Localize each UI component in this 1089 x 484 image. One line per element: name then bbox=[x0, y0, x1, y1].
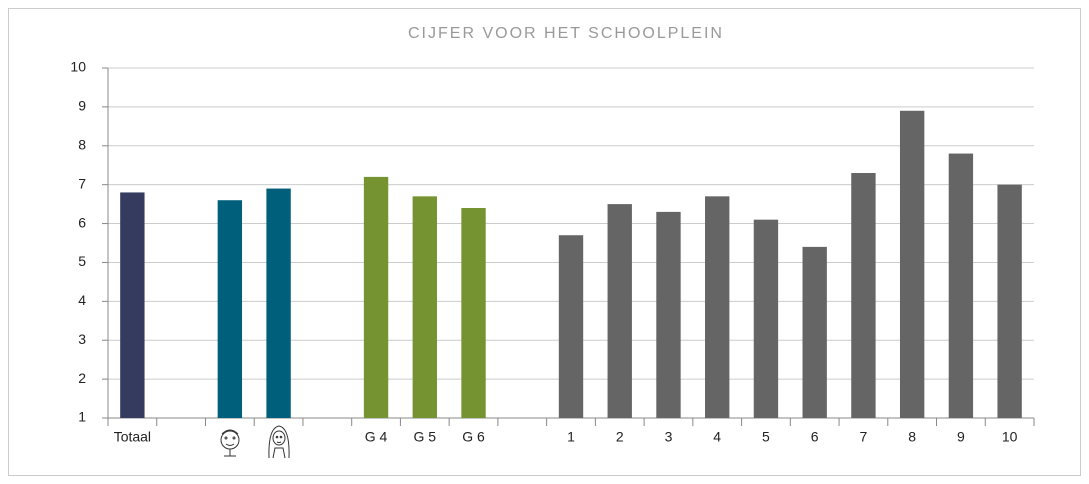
x-tick-label: 9 bbox=[957, 429, 965, 445]
bar bbox=[656, 211, 681, 418]
bar bbox=[266, 188, 291, 418]
y-tick-label: 6 bbox=[78, 214, 86, 230]
bar bbox=[461, 208, 486, 418]
bar bbox=[851, 173, 876, 418]
x-tick-label: 1 bbox=[567, 429, 575, 445]
x-tick-label: G 6 bbox=[462, 429, 485, 445]
bar bbox=[607, 204, 632, 418]
y-tick-label: 7 bbox=[78, 175, 86, 191]
y-tick-label: 5 bbox=[78, 253, 86, 269]
y-tick-label: 4 bbox=[78, 292, 86, 308]
y-tick-label: 10 bbox=[70, 59, 86, 75]
bar bbox=[753, 219, 779, 418]
x-tick-label: 3 bbox=[665, 429, 673, 445]
x-tick-label: 7 bbox=[860, 429, 868, 445]
y-tick-label: 8 bbox=[78, 136, 86, 152]
bar bbox=[120, 192, 145, 418]
bar bbox=[705, 196, 730, 418]
bar bbox=[217, 200, 243, 418]
x-tick-label: 2 bbox=[616, 429, 624, 445]
y-tick-label: 1 bbox=[78, 409, 86, 425]
bar bbox=[802, 246, 827, 418]
chart-title: CIJFER VOOR HET SCHOOLPLEIN bbox=[408, 25, 724, 42]
boy-icon bbox=[220, 429, 240, 457]
bar bbox=[948, 153, 974, 419]
x-tick-label: 4 bbox=[713, 429, 721, 445]
bar bbox=[997, 184, 1022, 418]
bar bbox=[899, 110, 925, 419]
y-tick-label: 3 bbox=[78, 331, 86, 347]
girl-icon bbox=[268, 425, 290, 459]
bar bbox=[558, 235, 584, 418]
x-tick-label: Totaal bbox=[114, 429, 151, 445]
x-tick-label: 5 bbox=[762, 429, 770, 445]
x-tick-label: G 5 bbox=[414, 429, 437, 445]
y-tick-label: 2 bbox=[78, 370, 86, 386]
x-tick-label: G 4 bbox=[365, 429, 388, 445]
x-tick-label: 6 bbox=[811, 429, 819, 445]
y-tick-label: 9 bbox=[78, 98, 86, 114]
x-tick-label: 10 bbox=[1002, 429, 1018, 445]
bar bbox=[363, 176, 389, 418]
bar bbox=[412, 196, 437, 418]
x-tick-label: 8 bbox=[908, 429, 916, 445]
